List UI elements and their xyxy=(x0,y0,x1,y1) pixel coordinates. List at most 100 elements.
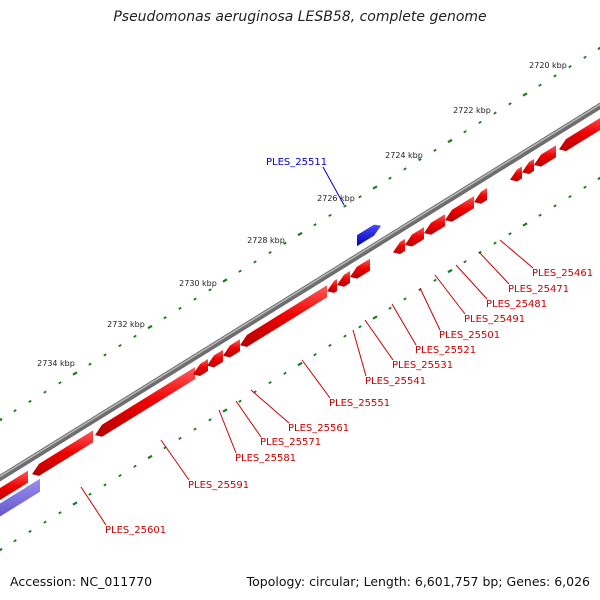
scale-tick xyxy=(388,176,392,180)
gene-label-reverse[interactable]: PLES_25481 xyxy=(486,299,547,310)
leader-line xyxy=(235,400,262,438)
gene-label-reverse[interactable]: PLES_25531 xyxy=(392,360,453,371)
scale-tick xyxy=(508,232,512,236)
scale-tick xyxy=(463,260,467,264)
leader-line xyxy=(322,166,345,206)
scale-tick xyxy=(133,464,137,468)
leader-line xyxy=(352,329,367,377)
reverse-gene[interactable] xyxy=(534,145,556,167)
accession-text: Accession: NC_011770 xyxy=(10,574,153,589)
scale-tick xyxy=(447,138,453,144)
gene-label-forward[interactable]: PLES_25511 xyxy=(266,157,327,168)
gene-label-reverse[interactable]: PLES_25571 xyxy=(260,437,321,448)
reverse-gene[interactable] xyxy=(0,470,28,503)
gene-label-reverse[interactable]: PLES_25471 xyxy=(508,284,569,295)
selected-gene[interactable] xyxy=(0,478,40,523)
gene-label-reverse[interactable]: PLES_25591 xyxy=(188,480,249,491)
scale-tick xyxy=(58,381,62,385)
scale-tick xyxy=(583,185,587,189)
label-leader-lines xyxy=(80,166,534,526)
scale-tick xyxy=(147,324,153,330)
scale-tick xyxy=(103,353,107,357)
scale-tick xyxy=(433,278,437,282)
reverse-gene[interactable] xyxy=(207,349,223,368)
reverse-gene[interactable] xyxy=(223,339,240,358)
reverse-gene[interactable] xyxy=(95,367,195,437)
scale-tick xyxy=(568,195,572,199)
scale-tick xyxy=(238,269,242,273)
scale-tick xyxy=(597,46,600,51)
gene-label-reverse[interactable]: PLES_25491 xyxy=(464,314,525,325)
scale-tick xyxy=(118,474,122,478)
gene-label-reverse[interactable]: PLES_25551 xyxy=(329,398,390,409)
scale-tick xyxy=(568,65,572,69)
gene-label-reverse[interactable]: PLES_25601 xyxy=(105,525,166,536)
scale-tick xyxy=(297,361,303,367)
reverse-gene[interactable] xyxy=(393,238,405,254)
scale-tick xyxy=(0,547,3,552)
scale-tick xyxy=(358,325,362,329)
scale-label: 2724 kbp xyxy=(385,151,423,160)
gene-label-reverse[interactable]: PLES_25581 xyxy=(235,453,296,464)
reverse-gene[interactable] xyxy=(350,258,370,279)
gene-label-reverse[interactable]: PLES_25501 xyxy=(439,330,500,341)
genome-summary-text: Topology: circular; Length: 6,601,757 bp… xyxy=(246,574,590,589)
leader-line xyxy=(391,303,417,346)
scale-tick xyxy=(238,399,242,403)
scale-tick xyxy=(13,539,17,543)
scale-tick xyxy=(418,158,422,162)
gene-track[interactable] xyxy=(0,115,600,523)
scale-tick xyxy=(358,195,362,199)
reverse-gene[interactable] xyxy=(474,188,487,204)
leader-line xyxy=(478,251,510,285)
scale-tick xyxy=(403,167,407,171)
scale-label: 2730 kbp xyxy=(179,279,217,288)
reverse-gene[interactable] xyxy=(510,166,522,182)
scale-tick xyxy=(193,297,197,301)
reverse-gene[interactable] xyxy=(32,430,93,476)
scale-tick xyxy=(193,427,197,431)
scale-tick xyxy=(0,417,3,422)
reverse-gene[interactable] xyxy=(445,196,474,222)
leader-line xyxy=(301,359,331,399)
scale-label: 2722 kbp xyxy=(453,106,491,115)
gene-labels: PLES_25511 PLES_25461 PLES_25471 PLES_25481… xyxy=(105,157,593,536)
scale-tick xyxy=(538,83,542,87)
scale-tick xyxy=(478,120,482,124)
backbone-highlight xyxy=(0,103,600,478)
scale-tick xyxy=(43,520,47,524)
forward-gene[interactable] xyxy=(357,224,381,247)
reverse-gene[interactable] xyxy=(405,227,424,247)
scale-tick xyxy=(13,409,17,413)
scale-tick xyxy=(447,268,453,274)
scale-tick xyxy=(208,418,212,422)
scale-tick xyxy=(313,223,317,227)
scale-tick xyxy=(297,231,303,237)
scale-tick xyxy=(328,343,332,347)
leader-line xyxy=(455,264,488,300)
reverse-gene[interactable] xyxy=(327,279,337,293)
leader-line xyxy=(80,486,107,526)
scale-tick xyxy=(463,130,467,134)
gene-label-reverse[interactable]: PLES_25541 xyxy=(365,376,426,387)
scale-tick xyxy=(72,501,78,506)
scale-tick xyxy=(388,306,392,310)
gene-label-reverse[interactable]: PLES_25561 xyxy=(288,423,349,434)
reverse-gene[interactable] xyxy=(522,158,534,175)
scale-tick xyxy=(433,148,437,152)
reverse-gene[interactable] xyxy=(240,285,327,347)
scale-tick xyxy=(522,92,528,97)
scale-tick xyxy=(268,251,272,255)
reverse-gene[interactable] xyxy=(559,115,600,152)
scale-tick xyxy=(178,306,182,310)
scale-tick xyxy=(222,278,228,283)
scale-tick xyxy=(553,204,557,208)
gene-label-reverse[interactable]: PLES_25461 xyxy=(532,268,593,279)
reverse-gene[interactable] xyxy=(424,214,445,235)
reverse-gene[interactable] xyxy=(193,359,208,376)
gene-label-reverse[interactable]: PLES_25521 xyxy=(415,345,476,356)
reverse-gene[interactable] xyxy=(337,271,350,287)
leader-line xyxy=(364,319,394,361)
scale-tick xyxy=(178,436,182,440)
